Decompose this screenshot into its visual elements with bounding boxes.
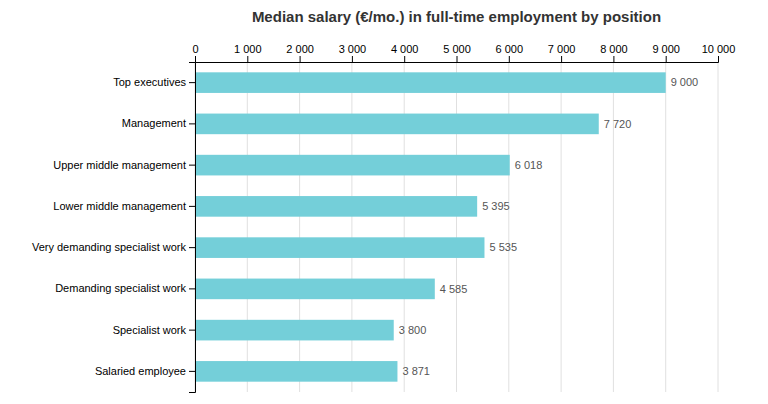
y-tick-label: Management bbox=[122, 117, 186, 129]
x-axis-line bbox=[196, 56, 719, 63]
x-tick-mark bbox=[247, 56, 248, 62]
y-tick-mark bbox=[189, 288, 195, 289]
grid-line bbox=[456, 62, 457, 392]
x-tick-mark bbox=[352, 56, 353, 62]
x-tick-label: 10 000 bbox=[702, 43, 736, 55]
x-tick-label: 9 000 bbox=[652, 43, 680, 55]
grid bbox=[195, 62, 718, 392]
x-tick-label: 3 000 bbox=[339, 43, 367, 55]
bar bbox=[195, 237, 484, 258]
bar bbox=[195, 279, 435, 300]
y-tick-label: Specialist work bbox=[113, 324, 187, 336]
x-axis: 0 1 000 2 000 3 000 4 000 5 000 6 000 7 000 8 00… bbox=[192, 43, 735, 63]
data-labels: 3 871 3 800 4 585 5 535 5 395 6 018 7 720 9 000 bbox=[399, 76, 698, 377]
grid-line bbox=[561, 62, 562, 392]
y-tick-mark bbox=[189, 371, 195, 372]
x-tick: 2 000 bbox=[286, 43, 314, 62]
data-label: 4 585 bbox=[440, 283, 468, 295]
y-tick-label: Salaried employee bbox=[95, 365, 186, 377]
data-label: 5 535 bbox=[489, 241, 517, 253]
y-tick-label: Top executives bbox=[113, 76, 186, 88]
bar bbox=[195, 155, 510, 176]
x-tick-label: 4 000 bbox=[391, 43, 419, 55]
x-tick-mark bbox=[457, 56, 458, 62]
x-tick-mark bbox=[300, 56, 301, 62]
y-axis: Salaried employee Specialist work Demandin… bbox=[32, 63, 196, 393]
x-tick: 5 000 bbox=[443, 43, 471, 62]
x-tick: 8 000 bbox=[600, 43, 628, 62]
grid-line bbox=[665, 62, 666, 392]
bars bbox=[195, 72, 666, 381]
x-tick: 4 000 bbox=[391, 43, 419, 62]
y-tick: Salaried employee bbox=[95, 365, 195, 377]
grid-line bbox=[718, 62, 719, 392]
x-tick: 3 000 bbox=[339, 43, 367, 62]
title: Median salary (€/mo.) in full-time emplo… bbox=[252, 8, 661, 25]
bar bbox=[195, 196, 477, 217]
x-tick: 10 000 bbox=[702, 43, 736, 62]
y-tick: Demanding specialist work bbox=[55, 282, 195, 294]
y-tick-mark bbox=[189, 206, 195, 207]
data-label: 3 800 bbox=[399, 324, 427, 336]
y-tick-label: Demanding specialist work bbox=[55, 282, 186, 294]
x-tick-label: 1 000 bbox=[234, 43, 262, 55]
chart: 0 1 000 2 000 3 000 4 000 5 000 6 000 7 000 8 00… bbox=[0, 0, 768, 404]
x-tick-label: 2 000 bbox=[286, 43, 314, 55]
x-tick-label: 6 000 bbox=[496, 43, 524, 55]
y-tick: Lower middle management bbox=[53, 200, 195, 212]
x-tick-mark bbox=[404, 56, 405, 62]
x-tick: 1 000 bbox=[234, 43, 262, 62]
data-label: 9 000 bbox=[671, 76, 699, 88]
x-tick-mark bbox=[509, 56, 510, 62]
x-tick-label: 5 000 bbox=[443, 43, 471, 55]
bar bbox=[195, 72, 666, 93]
x-tick-mark bbox=[613, 56, 614, 62]
data-label: 5 395 bbox=[482, 200, 510, 212]
x-tick-mark bbox=[561, 56, 562, 62]
y-tick-mark bbox=[189, 165, 195, 166]
grid-line bbox=[613, 62, 614, 392]
bar bbox=[195, 114, 599, 135]
y-tick-label: Upper middle management bbox=[53, 159, 186, 171]
y-tick: Top executives bbox=[113, 76, 195, 88]
x-tick: 7 000 bbox=[548, 43, 576, 62]
grid-line bbox=[404, 62, 405, 392]
x-tick-mark bbox=[666, 56, 667, 62]
y-tick-label: Lower middle management bbox=[53, 200, 186, 212]
y-tick-mark bbox=[189, 123, 195, 124]
bar bbox=[195, 361, 397, 382]
y-tick: Specialist work bbox=[113, 324, 195, 336]
y-tick-mark bbox=[189, 247, 195, 248]
x-tick-label: 8 000 bbox=[600, 43, 628, 55]
data-label: 7 720 bbox=[604, 118, 632, 130]
x-tick-label: 0 bbox=[192, 43, 198, 55]
grid-line bbox=[508, 62, 509, 392]
y-tick-mark bbox=[189, 330, 195, 331]
y-tick-mark bbox=[189, 82, 195, 83]
data-label: 6 018 bbox=[515, 159, 543, 171]
x-tick-mark bbox=[195, 56, 196, 62]
y-tick: Management bbox=[122, 117, 195, 129]
y-tick: Upper middle management bbox=[53, 159, 195, 171]
grid-line bbox=[247, 62, 248, 392]
grid-line bbox=[351, 62, 352, 392]
x-tick: 9 000 bbox=[652, 43, 680, 62]
plot: 0 1 000 2 000 3 000 4 000 5 000 6 000 7 000 8 00… bbox=[32, 43, 735, 393]
data-label: 3 871 bbox=[402, 365, 430, 377]
y-axis-line bbox=[189, 63, 196, 393]
grid-line bbox=[299, 62, 300, 392]
bar bbox=[195, 320, 394, 341]
x-tick-label: 7 000 bbox=[548, 43, 576, 55]
y-tick: Very demanding specialist work bbox=[32, 241, 195, 253]
x-tick: 0 bbox=[192, 43, 198, 62]
y-tick-label: Very demanding specialist work bbox=[32, 241, 187, 253]
x-tick: 6 000 bbox=[496, 43, 524, 62]
x-tick-mark bbox=[718, 56, 719, 62]
